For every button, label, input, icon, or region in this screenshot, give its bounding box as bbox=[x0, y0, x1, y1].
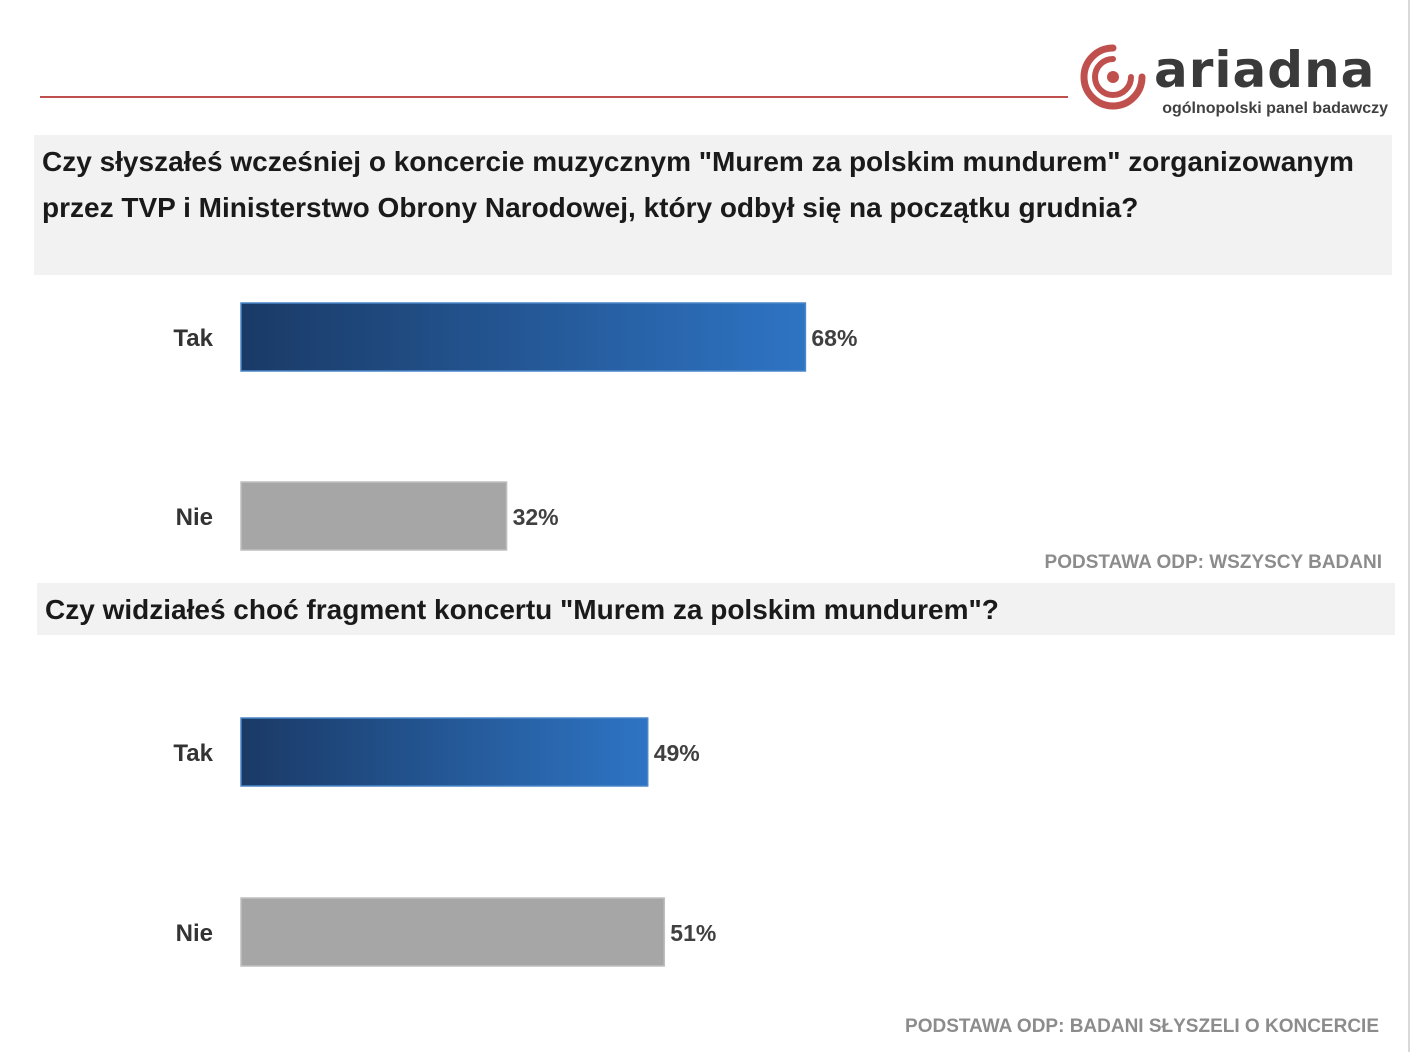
header-rule bbox=[40, 96, 1068, 98]
brand-name: ariadna bbox=[1154, 41, 1376, 99]
question-1-title: Czy słyszałeś wcześniej o koncercie muzy… bbox=[34, 135, 1392, 275]
data-label: 51% bbox=[670, 920, 716, 946]
category-label: Tak bbox=[173, 325, 213, 352]
spiral-target-icon bbox=[1080, 44, 1146, 110]
data-label: 68% bbox=[811, 325, 857, 351]
bar-nie bbox=[240, 897, 666, 967]
question-2-title: Czy widziałeś choć fragment koncertu "Mu… bbox=[37, 583, 1395, 635]
data-label: 32% bbox=[513, 504, 559, 530]
brand-tagline: ogólnopolski panel badawczy bbox=[1162, 100, 1388, 117]
category-label: Tak bbox=[173, 740, 213, 767]
base-note-1: PODSTAWA ODP: WSZYSCY BADANI bbox=[1044, 552, 1382, 573]
category-label: Nie bbox=[176, 504, 213, 531]
chart-1: Tak 68% Nie 32% bbox=[173, 302, 857, 551]
base-note-2: PODSTAWA ODP: BADANI SŁYSZELI O KONCERCI… bbox=[905, 1016, 1379, 1037]
bar-nie bbox=[240, 481, 508, 551]
data-label: 49% bbox=[654, 740, 700, 766]
brand-logo: ariadna ogólnopolski panel badawczy bbox=[1080, 40, 1400, 122]
bar-tak bbox=[240, 717, 649, 787]
category-label: Nie bbox=[176, 920, 213, 947]
bar-tak bbox=[240, 302, 807, 372]
page-edge-divider bbox=[1408, 0, 1410, 1052]
chart-2: Tak 49% Nie 51% bbox=[173, 717, 716, 967]
